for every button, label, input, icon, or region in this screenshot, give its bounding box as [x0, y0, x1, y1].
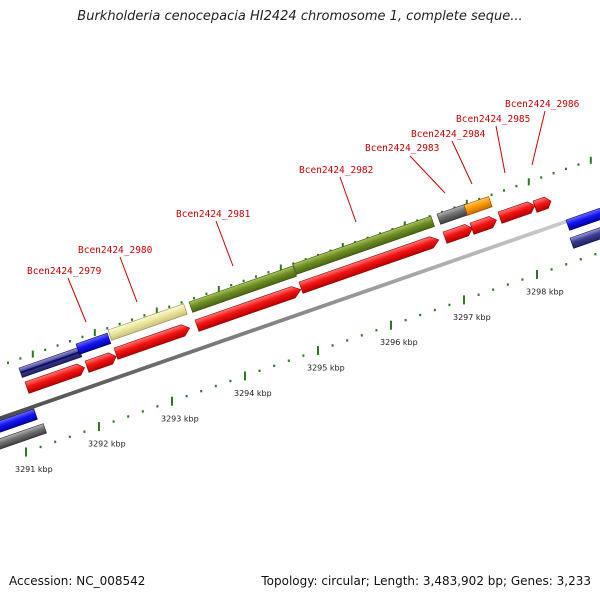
label-leader [409, 155, 446, 194]
scale-label: 3295 kbp [307, 364, 345, 373]
gene-bar[interactable] [463, 196, 493, 216]
accession-text: Accession: NC_008542 [9, 574, 146, 588]
sequence-backbone [0, 207, 600, 421]
cds-arrow[interactable] [469, 214, 498, 235]
label-leader [339, 176, 357, 223]
scale-labels: 3291 kbp 3292 kbp 3293 kbp 3294 kbp 3295 kbp… [15, 287, 564, 474]
label-leader [495, 125, 506, 174]
gene-bar[interactable] [292, 215, 435, 275]
scale-label: 3294 kbp [234, 389, 272, 398]
scale-label: 3292 kbp [88, 440, 126, 449]
gene-label[interactable]: Bcen2424_2979 [27, 266, 102, 277]
upper-tick-row [7, 156, 592, 364]
gene-bar[interactable] [0, 423, 47, 450]
map-title: Burkholderia cenocepacia HI2424 chromoso… [77, 9, 523, 24]
scale-label: 3298 kbp [526, 287, 564, 296]
gene-labels: Bcen2424_2979 Bcen2424_2980 Bcen2424_298… [27, 99, 580, 323]
gene-label[interactable]: Bcen2424_2986 [505, 99, 580, 110]
gene-label[interactable]: Bcen2424_2985 [456, 114, 530, 125]
gene-bar[interactable] [188, 265, 297, 313]
lower-tick-row [25, 252, 597, 457]
label-leader [215, 220, 234, 267]
gene-track[interactable] [0, 195, 600, 450]
cds-arrow[interactable] [298, 234, 441, 294]
label-leader [119, 256, 138, 303]
cds-arrow[interactable] [442, 222, 474, 244]
cds-arrow[interactable] [497, 200, 537, 224]
gene-bar[interactable] [0, 408, 38, 433]
gene-bar[interactable] [436, 203, 470, 225]
cds-arrow[interactable] [84, 351, 118, 373]
cds-arrow[interactable] [532, 195, 553, 213]
scale-label: 3297 kbp [453, 313, 491, 322]
gene-label[interactable]: Bcen2424_2981 [176, 209, 251, 220]
cds-arrow[interactable] [113, 322, 192, 360]
label-leader [67, 277, 87, 323]
scale-label: 3291 kbp [15, 465, 53, 474]
cds-arrow[interactable] [24, 362, 87, 394]
gene-label[interactable]: Bcen2424_2982 [299, 165, 373, 176]
gene-label[interactable]: Bcen2424_2983 [365, 143, 439, 154]
gene-label[interactable]: Bcen2424_2984 [411, 129, 486, 140]
scale-label: 3296 kbp [380, 338, 418, 347]
label-leader [451, 140, 473, 185]
gene-label[interactable]: Bcen2424_2980 [78, 245, 153, 256]
gene-bar[interactable] [569, 224, 600, 249]
cds-arrow[interactable] [194, 284, 303, 332]
gene-bar[interactable] [565, 205, 600, 231]
gene-bar[interactable] [107, 303, 188, 341]
gene-bar[interactable] [75, 332, 112, 355]
scale-label: 3293 kbp [161, 414, 199, 423]
label-leader [531, 110, 546, 166]
topology-summary: Topology: circular; Length: 3,483,902 bp… [261, 574, 591, 588]
